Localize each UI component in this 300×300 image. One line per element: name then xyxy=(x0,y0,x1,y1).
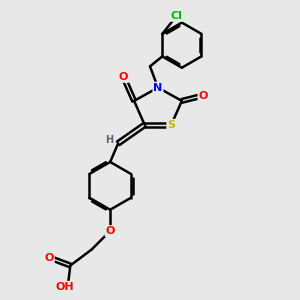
Text: O: O xyxy=(44,253,54,262)
Text: Cl: Cl xyxy=(171,11,182,21)
Text: OH: OH xyxy=(56,282,74,292)
Text: N: N xyxy=(153,82,163,93)
Text: H: H xyxy=(105,135,113,145)
Text: O: O xyxy=(198,91,208,100)
Text: S: S xyxy=(167,120,175,130)
Text: O: O xyxy=(119,72,128,82)
Text: O: O xyxy=(106,226,115,236)
